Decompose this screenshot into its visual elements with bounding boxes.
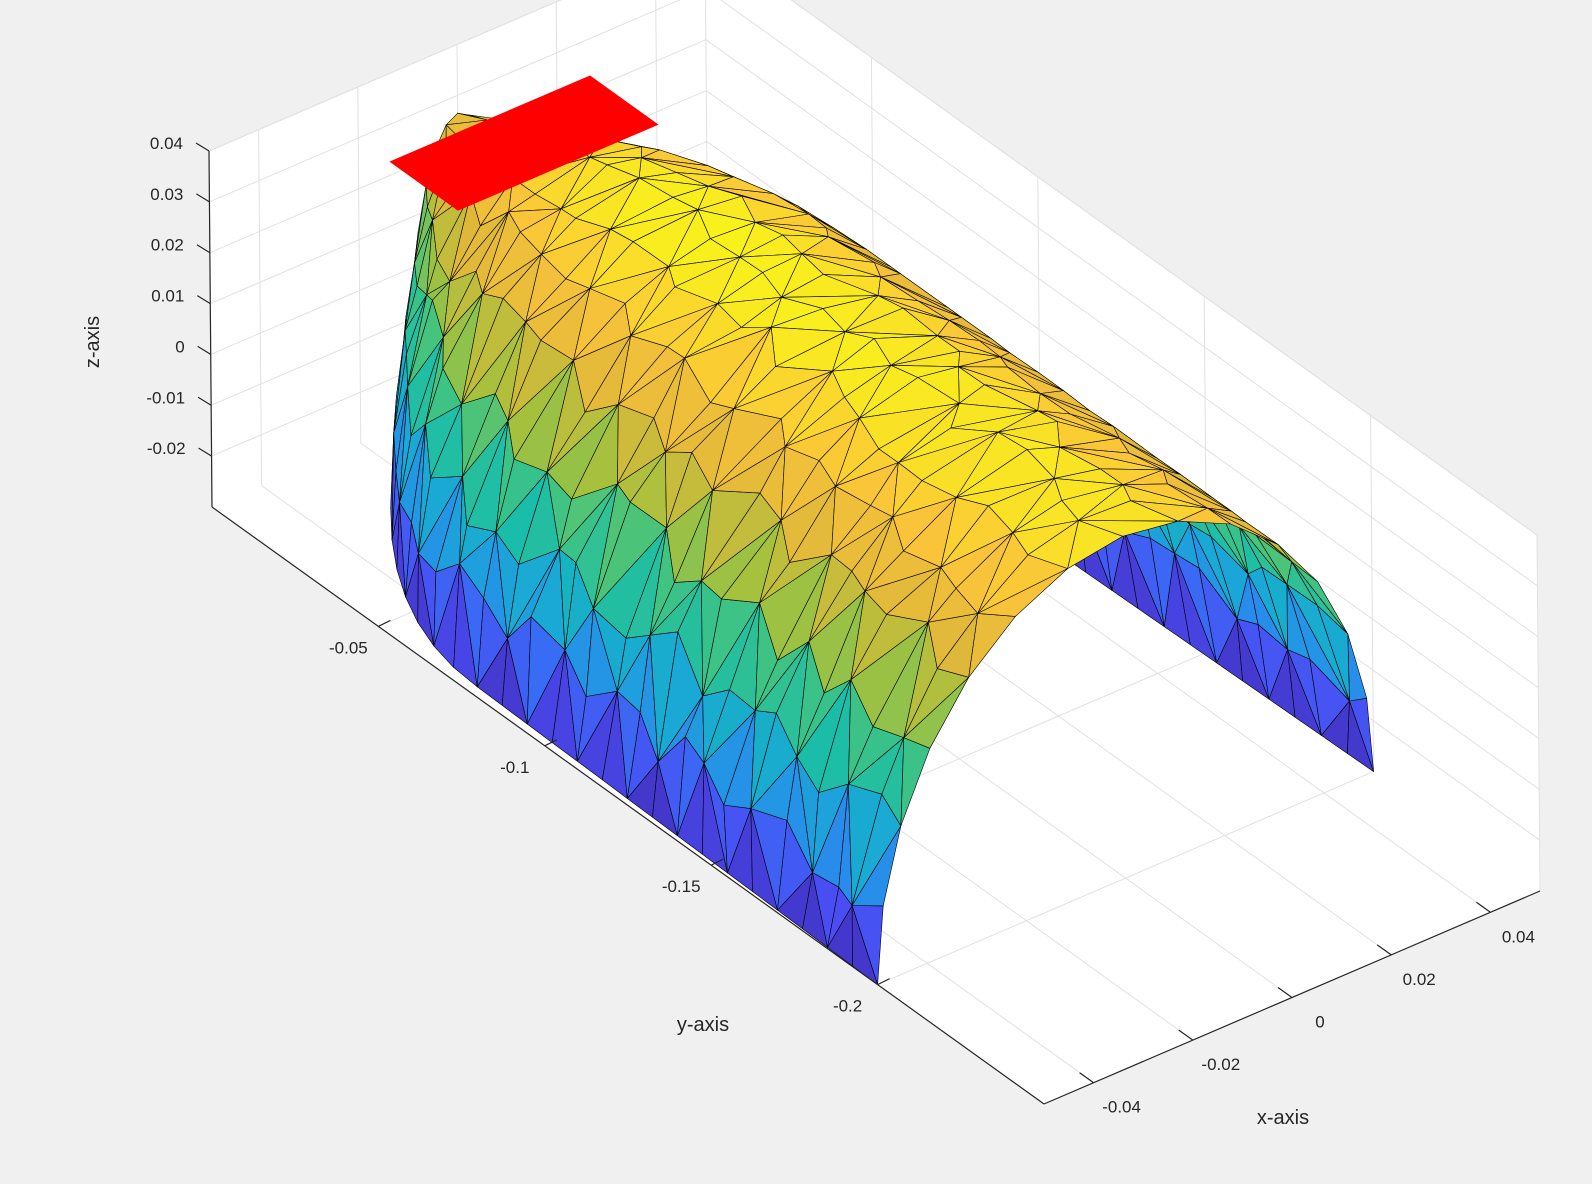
axis-ticks: -0.04 -0.02 0 0.02 0.04 -0.05 -0.1 -0.15 -0.2 0.0… — [146, 134, 1535, 1117]
y-tick — [544, 739, 558, 747]
x-axis-label: x-axis — [1257, 1107, 1309, 1129]
x-tick — [1079, 1072, 1094, 1084]
surface-mesh — [390, 112, 1374, 985]
z-tick-label: 0 — [175, 337, 184, 356]
z-axis-line — [208, 150, 213, 508]
grid-line-x — [258, 129, 263, 486]
z-tick — [195, 142, 210, 152]
y-tick-label: -0.2 — [833, 997, 862, 1016]
z-tick — [198, 447, 212, 457]
y-tick — [378, 619, 391, 627]
y-axis-label: y-axis — [677, 1014, 729, 1036]
z-tick — [196, 244, 211, 254]
z-axis-label: z-axis — [82, 316, 104, 368]
surface-facet — [892, 480, 957, 518]
x-tick — [1476, 901, 1491, 913]
surface-facet — [684, 326, 772, 359]
z-tick-label: 0.02 — [151, 236, 184, 255]
z-tick — [197, 345, 212, 355]
y-tick-label: -0.05 — [329, 638, 368, 657]
z-tick — [197, 396, 212, 406]
z-tick-label: -0.01 — [146, 388, 185, 407]
grid-line-y — [877, 771, 1374, 986]
x-tick-label: -0.04 — [1102, 1098, 1141, 1117]
grid-pane-edge — [1536, 534, 1541, 892]
x-tick-label: -0.02 — [1201, 1055, 1240, 1074]
y-axis-line — [211, 506, 1045, 1105]
x-tick — [1178, 1029, 1194, 1041]
z-tick-label: -0.02 — [147, 439, 186, 458]
grid-line-z — [720, 0, 1538, 587]
y-tick-label: -0.15 — [662, 877, 701, 896]
highlight-patch — [389, 75, 659, 211]
highlight-patch-shape — [389, 75, 659, 211]
surface-facet — [977, 568, 1068, 617]
grid-line-z — [209, 0, 681, 203]
x-tick — [1277, 987, 1293, 998]
grid-pane-edge — [790, 0, 1538, 536]
y-tick — [877, 978, 890, 986]
x-tick — [1376, 944, 1392, 956]
surface-facet — [534, 156, 591, 210]
grid-line-x — [357, 87, 362, 444]
x-tick-label: 0.04 — [1502, 927, 1535, 946]
grid-line-y — [1370, 415, 1375, 772]
z-tick — [196, 295, 211, 305]
z-tick-label: 0.04 — [150, 134, 183, 153]
x-tick-label: 0.02 — [1403, 970, 1436, 989]
z-tick-label: 0.01 — [151, 287, 184, 306]
y-tick-label: -0.1 — [500, 758, 529, 777]
y-tick — [710, 858, 724, 866]
grid-pane-edge — [208, 0, 562, 152]
grid-line-z — [706, 90, 1539, 689]
x-tick-label: 0 — [1315, 1013, 1324, 1032]
z-tick-label: 0.03 — [150, 185, 183, 204]
grid-line-z — [705, 39, 1539, 638]
z-tick — [196, 193, 210, 203]
